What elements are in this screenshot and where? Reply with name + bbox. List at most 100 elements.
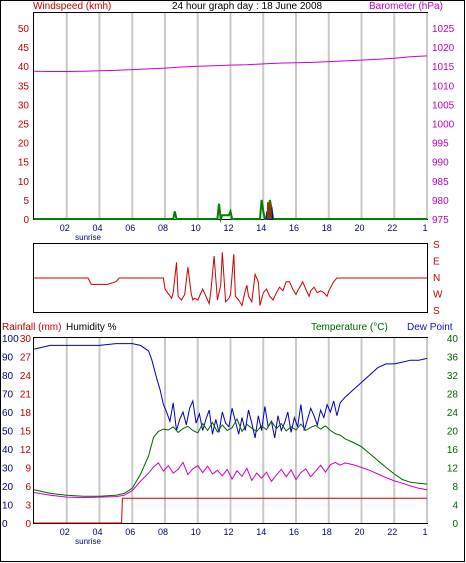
windspeed-tick-label: 10	[18, 177, 30, 188]
windspeed-tick-label: 15	[18, 158, 30, 169]
barometer-tick-label: 1005	[432, 100, 455, 111]
direction-tick-label: E	[433, 257, 440, 268]
temperature-tick-label: 24	[447, 408, 459, 419]
temperature-tick-label: 32	[447, 371, 459, 382]
x-tick-label: 1	[422, 527, 427, 537]
barometer-tick-label: 990	[432, 158, 449, 169]
series-wind-brown	[266, 202, 273, 220]
x-tick-label: 12	[223, 527, 233, 537]
x-tick-label: 12	[223, 223, 233, 233]
temperature-tick-label: 36	[447, 353, 459, 364]
temperature-tick-label: 28	[447, 390, 459, 401]
humidity-tick-label: 0	[2, 519, 8, 530]
humidity-tick-label: 90	[2, 353, 14, 364]
rainfall-axis-label: Rainfall (mm)	[2, 322, 61, 333]
barometer-tick-label: 1020	[432, 43, 455, 54]
humidity-tick-label: 20	[2, 482, 14, 493]
x-tick-label: 08	[158, 223, 168, 233]
humidity-tick-label: 70	[2, 390, 14, 401]
windspeed-axis-label: Windspeed (kmh)	[33, 1, 111, 12]
temperature-tick-label: 20	[447, 427, 459, 438]
x-tick-label: 04	[92, 223, 102, 233]
x-tick-label: 10	[191, 223, 201, 233]
windspeed-tick-label: 20	[18, 139, 30, 150]
series-rainfall	[34, 497, 427, 524]
barometer-axis-label: Barometer (hPa)	[369, 1, 443, 12]
x-tick-label: 18	[322, 527, 332, 537]
humidity-tick-label: 30	[2, 464, 14, 475]
barometer-tick-label: 975	[432, 215, 449, 226]
rainfall-tick-label: 30	[20, 334, 32, 345]
barometer-tick-label: 1010	[432, 81, 455, 92]
barometer-tick-label: 1015	[432, 62, 455, 73]
rainfall-tick-label: 9	[25, 464, 31, 475]
x-tick-label: 22	[387, 527, 397, 537]
humidity-tick-label: 50	[2, 427, 14, 438]
windspeed-tick-label: 35	[18, 81, 30, 92]
rainfall-tick-label: 24	[20, 371, 32, 382]
x-tick-label: 02	[60, 223, 70, 233]
humidity-axis-label: Humidity %	[66, 322, 117, 333]
x-tick-label: 04	[92, 527, 102, 537]
x-tick-label: 02	[60, 527, 70, 537]
x-tick-label: 08	[158, 527, 168, 537]
series-barometer	[33, 55, 428, 72]
x-tick-label: 14	[256, 527, 266, 537]
windspeed-tick-label: 5	[23, 196, 29, 207]
windspeed-tick-label: 40	[18, 62, 30, 73]
windspeed-tick-label: 25	[18, 120, 30, 131]
series-temperature	[33, 417, 428, 497]
x-tick-label: 20	[354, 223, 364, 233]
windspeed-tick-label: 0	[23, 215, 29, 226]
rainfall-tick-label: 6	[25, 482, 31, 493]
windspeed-tick-label: 50	[18, 24, 30, 35]
rainfall-tick-label: 15	[20, 427, 32, 438]
windspeed-tick-label: 45	[18, 43, 30, 54]
temperature-tick-label: 8	[452, 482, 458, 493]
series-wind-direction	[34, 252, 427, 307]
rainfall-tick-label: 27	[20, 353, 32, 364]
direction-tick-label: W	[433, 290, 443, 301]
x-tick-label: 06	[125, 527, 135, 537]
rainfall-tick-label: 3	[25, 501, 31, 512]
x-tick-label: 16	[289, 223, 299, 233]
humidity-tick-label: 10	[2, 501, 14, 512]
sunrise-label: sunrise	[75, 233, 101, 242]
temperature-axis-label: Temperature (°C)	[311, 322, 388, 333]
temperature-tick-label: 4	[452, 501, 458, 512]
rainfall-tick-label: 18	[20, 408, 32, 419]
x-tick-label: 06	[125, 223, 135, 233]
rainfall-tick-label: 0	[25, 519, 31, 530]
rainfall-tick-label: 21	[20, 390, 32, 401]
barometer-tick-label: 980	[432, 196, 449, 207]
temperature-tick-label: 12	[447, 464, 459, 475]
humidity-tick-label: 100	[2, 334, 19, 345]
series-dewpoint	[33, 461, 428, 499]
direction-tick-label: N	[433, 273, 440, 284]
humidity-tick-label: 60	[2, 408, 14, 419]
series-humidity	[33, 343, 428, 439]
rainfall-tick-label: 12	[20, 445, 32, 456]
x-tick-label: 20	[354, 527, 364, 537]
windspeed-tick-label: 30	[18, 100, 30, 111]
graph-title: 24 hour graph day : 18 June 2008	[172, 1, 323, 12]
barometer-tick-label: 1025	[432, 24, 455, 35]
barometer-tick-label: 985	[432, 177, 449, 188]
temperature-tick-label: 16	[447, 445, 459, 456]
x-tick-label: 14	[256, 223, 266, 233]
x-tick-label: 18	[322, 223, 332, 233]
sunrise-label: sunrise	[75, 537, 101, 546]
direction-tick-label: S	[433, 306, 440, 317]
barometer-tick-label: 1000	[432, 120, 455, 131]
x-tick-label: 1	[422, 223, 427, 233]
temperature-tick-label: 0	[452, 519, 458, 530]
dewpoint-axis-label: Dew Point	[407, 322, 453, 333]
humidity-tick-label: 80	[2, 371, 14, 382]
temperature-tick-label: 40	[447, 334, 459, 345]
